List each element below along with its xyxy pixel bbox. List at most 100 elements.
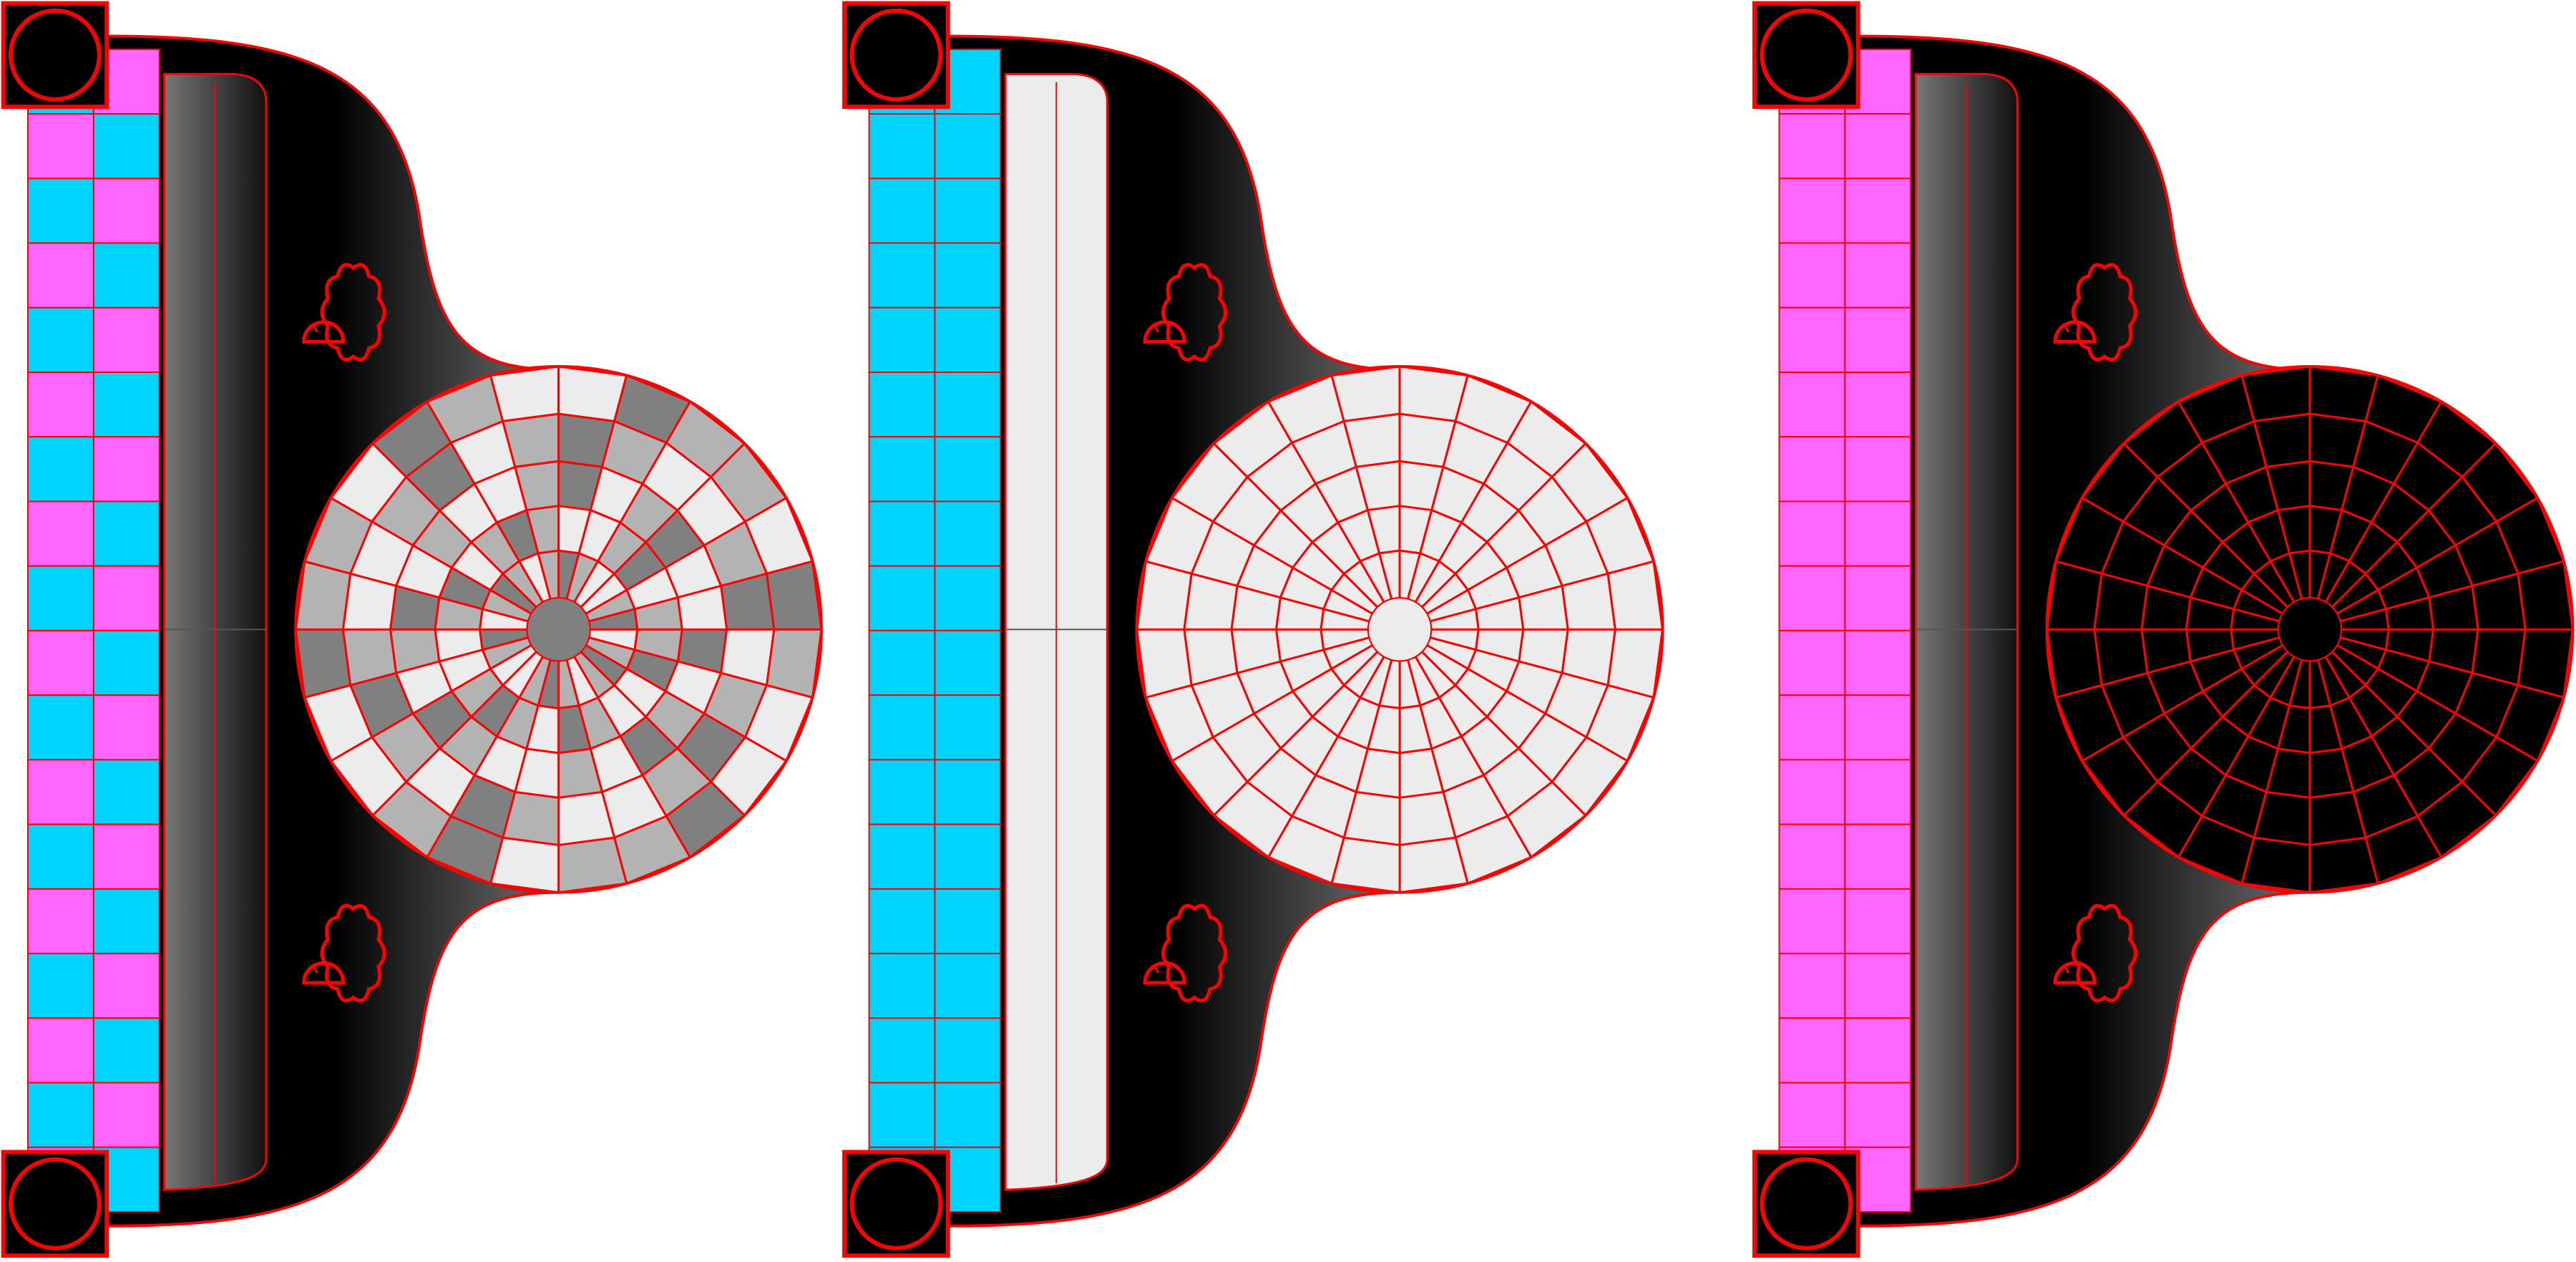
disc-cell bbox=[1398, 836, 1469, 894]
cloud-shape bbox=[320, 263, 386, 361]
strip-tile bbox=[27, 500, 94, 567]
strip-tile bbox=[92, 1082, 160, 1148]
cloud-shape bbox=[320, 903, 386, 1003]
strip-tile bbox=[27, 888, 94, 955]
strip-tile bbox=[1844, 306, 1912, 374]
figure-icon bbox=[1143, 903, 1228, 1003]
strip-tile bbox=[934, 306, 1002, 374]
strip-tile bbox=[1778, 823, 1846, 890]
corner-connector bbox=[842, 1, 950, 110]
strip-tile bbox=[934, 1082, 1002, 1148]
face-mark bbox=[313, 966, 318, 974]
disc-rim bbox=[294, 364, 823, 894]
connector-ring bbox=[8, 8, 102, 102]
connector-ring bbox=[8, 1157, 102, 1251]
figure-icon bbox=[2053, 263, 2138, 361]
strip-tile bbox=[92, 500, 160, 567]
strip-tile bbox=[868, 436, 936, 503]
figure-icon bbox=[302, 903, 386, 1003]
strip-tile bbox=[934, 888, 1002, 955]
strip-tile bbox=[92, 113, 160, 180]
tile-strip bbox=[868, 48, 1002, 1213]
head-shape bbox=[2053, 961, 2097, 985]
strip-tile bbox=[27, 1082, 94, 1148]
strip-tile bbox=[27, 953, 94, 1019]
connector-ring bbox=[1760, 1157, 1853, 1251]
head-shape bbox=[1143, 320, 1186, 344]
strip-tile bbox=[92, 242, 160, 309]
strip-tile bbox=[934, 500, 1002, 567]
strip-tile bbox=[868, 694, 936, 761]
strip-tile bbox=[868, 1017, 936, 1084]
tile-strip bbox=[27, 48, 160, 1213]
strip-tile bbox=[1778, 629, 1846, 696]
strip-tile bbox=[868, 759, 936, 825]
strip-tile bbox=[868, 888, 936, 955]
strip-tile bbox=[934, 242, 1002, 309]
strip-tile bbox=[1778, 759, 1846, 825]
strip-tile bbox=[868, 1082, 936, 1148]
strip-tile bbox=[934, 113, 1002, 180]
strip-tile bbox=[868, 306, 936, 374]
strip-tile bbox=[1778, 953, 1846, 1019]
disc-hub bbox=[1367, 597, 1433, 662]
strip-tile bbox=[1844, 113, 1912, 180]
strip-tile bbox=[1844, 953, 1912, 1019]
strip-tile bbox=[27, 113, 94, 180]
head-shape bbox=[302, 961, 346, 985]
disc-rim bbox=[2045, 364, 2575, 894]
strip-tile bbox=[934, 436, 1002, 503]
strip-tile bbox=[1778, 565, 1846, 631]
disc-cell bbox=[1606, 560, 1664, 631]
disc-cell bbox=[2046, 628, 2103, 699]
strip-tile bbox=[868, 953, 936, 1019]
strip-tile bbox=[934, 759, 1002, 825]
strip-tile bbox=[1778, 113, 1846, 180]
disc-cell bbox=[2517, 560, 2574, 631]
strip-tile bbox=[1844, 823, 1912, 890]
tile-strip bbox=[1778, 48, 1912, 1213]
strip-tile bbox=[934, 823, 1002, 890]
disc-cell bbox=[1136, 628, 1193, 699]
strip-tile bbox=[1844, 178, 1912, 244]
figure-icon bbox=[2053, 903, 2138, 1003]
strip-tile bbox=[1844, 500, 1912, 567]
strip-tile bbox=[1778, 372, 1846, 438]
radial-disc bbox=[294, 364, 823, 894]
strip-tile bbox=[92, 759, 160, 825]
radial-disc bbox=[2045, 364, 2575, 894]
strip-tile bbox=[868, 565, 936, 631]
strip-tile bbox=[92, 372, 160, 438]
face-mark bbox=[1153, 324, 1159, 333]
corner-connector bbox=[1752, 1, 1860, 110]
strip-tile bbox=[27, 372, 94, 438]
disc-rim bbox=[1135, 364, 1664, 894]
head-shape bbox=[2053, 320, 2097, 344]
strip-tile bbox=[92, 694, 160, 761]
strip-tile bbox=[868, 500, 936, 567]
connector-ring bbox=[849, 1157, 943, 1251]
cloud-shape bbox=[2072, 263, 2138, 361]
strip-tile bbox=[92, 565, 160, 631]
strip-tile bbox=[868, 629, 936, 696]
strip-tile bbox=[1778, 178, 1846, 244]
strip-tile bbox=[27, 1017, 94, 1084]
strip-tile bbox=[934, 1017, 1002, 1084]
strip-tile bbox=[27, 436, 94, 503]
strip-tile bbox=[92, 823, 160, 890]
strip-tile bbox=[27, 629, 94, 696]
strip-tile bbox=[27, 759, 94, 825]
strip-tile bbox=[27, 565, 94, 631]
strip-tile bbox=[92, 1017, 160, 1084]
variant-2 bbox=[842, 1, 1664, 1258]
strip-tile bbox=[1844, 565, 1912, 631]
strip-tile bbox=[868, 242, 936, 309]
strip-tile bbox=[27, 823, 94, 890]
connector-ring bbox=[1760, 8, 1853, 102]
disc-cell bbox=[766, 560, 823, 631]
strip-tile bbox=[1844, 1017, 1912, 1084]
cloud-shape bbox=[1161, 903, 1228, 1003]
figure-icon bbox=[1143, 263, 1228, 361]
strip-tile bbox=[868, 113, 936, 180]
